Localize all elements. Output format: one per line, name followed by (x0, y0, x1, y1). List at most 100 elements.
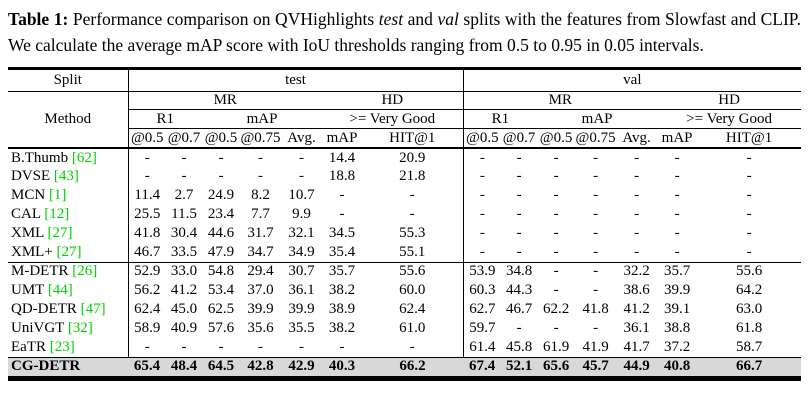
metric-value: - (202, 338, 240, 358)
metric-value: 65.6 (537, 357, 576, 381)
metric-value: - (181, 149, 187, 166)
val-col-r1-07: @0.7 (501, 128, 538, 149)
method-name: MCN [1] (8, 186, 129, 205)
metric-value: - (516, 168, 522, 184)
metric-value: - (516, 320, 522, 336)
metric-value: - (593, 149, 599, 166)
metric-value: 60.0 (362, 281, 464, 300)
metric-value: - (674, 225, 680, 241)
metric-value: 2.7 (174, 187, 194, 203)
test-col-r1-05: @0.5 (128, 128, 166, 149)
citation-link: [43] (53, 168, 79, 184)
metric-value: - (281, 338, 322, 358)
metric-value: 20.9 (362, 148, 464, 167)
metric-value: - (553, 168, 559, 184)
metric-value: - (697, 243, 802, 263)
citation-link: [12] (44, 206, 70, 222)
metric-value: 38.8 (663, 320, 691, 336)
metric-value: 60.3 (469, 282, 496, 298)
metric-value: - (674, 168, 680, 184)
metric-value: - (339, 206, 345, 222)
metric-value: 34.7 (240, 243, 281, 263)
metric-value: - (674, 206, 680, 222)
val-col-r1-05: @0.5 (463, 128, 502, 149)
metric-value: - (553, 225, 559, 241)
metric-value: - (516, 206, 522, 222)
metric-value: 40.3 (322, 357, 362, 381)
metric-value: 30.4 (170, 225, 198, 241)
metric-value: - (674, 187, 680, 203)
method-name: QD-DETR [47] (8, 300, 129, 319)
citation-link: [1] (48, 187, 67, 203)
metric-value: 54.8 (207, 263, 235, 280)
metric-value: - (575, 243, 617, 263)
metric-value: - (479, 187, 485, 203)
val-mr-header: MR (463, 91, 658, 110)
metric-value: - (593, 206, 599, 222)
metric-value: - (553, 282, 559, 298)
metric-value: - (501, 243, 538, 263)
metric-value: 66.7 (697, 357, 802, 381)
metric-value: - (593, 168, 599, 184)
metric-value: - (479, 225, 485, 241)
metric-value: 40.8 (657, 357, 698, 381)
metric-value: 34.9 (281, 243, 322, 263)
metric-value: 9.9 (292, 206, 311, 222)
metric-value: 38.9 (328, 301, 356, 317)
metric-value: - (553, 320, 559, 336)
table-row: CAL [12] 25.5 11.5 23.4 7.7 9.9- - - - - - - - - (8, 205, 801, 224)
method-name: UniVGT [32] (8, 319, 129, 338)
metric-value: 24.9 (207, 187, 235, 203)
metric-value: 53.9 (469, 263, 496, 280)
metric-value: 25.5 (134, 206, 161, 222)
metric-value: 63.0 (735, 301, 763, 317)
metric-value: - (593, 225, 599, 241)
split-header-label: Split (8, 67, 129, 92)
metric-value: 41.2 (170, 282, 198, 298)
metric-value: - (516, 149, 522, 166)
metric-value: 38.2 (328, 282, 356, 298)
metric-value: - (634, 187, 640, 203)
metric-value: - (362, 186, 464, 205)
method-name: CAL [12] (8, 205, 129, 224)
test-col-hd-map: mAP (322, 128, 362, 149)
metric-value: 67.4 (463, 357, 502, 381)
test-col-map-05: @0.5 (202, 128, 240, 149)
table-row: EaTR [23] - - - - - - -61.4 45.8 61.9 41.9 41.7 37.2… (8, 338, 802, 358)
val-col-hd-map: mAP (657, 128, 698, 149)
citation-link: [47] (80, 301, 106, 317)
metric-value: - (362, 205, 464, 224)
val-col-map-075: @0.75 (575, 128, 617, 149)
metric-value: - (746, 168, 752, 184)
metric-value: - (553, 187, 559, 203)
metric-value: 41.7 (616, 338, 658, 358)
val-col-map-avg: Avg. (616, 128, 658, 149)
metric-value: 62.4 (362, 300, 464, 319)
metric-value: - (746, 206, 752, 222)
metric-value: - (258, 149, 263, 166)
metric-value: 56.2 (134, 282, 161, 298)
metric-value: 35.5 (288, 320, 315, 336)
metric-value: 41.9 (575, 338, 617, 358)
metric-value: 29.4 (247, 263, 274, 280)
table-row: XML [27] 41.8 30.4 44.6 31.7 32.1 34.5 55.3- - - -… (8, 224, 801, 243)
metric-value: - (634, 206, 640, 222)
method-header-label: Method (8, 91, 129, 149)
metric-value: 52.1 (501, 357, 538, 381)
test-mr-header: MR (128, 91, 322, 110)
metric-value: 66.2 (362, 357, 464, 381)
metric-value: - (128, 338, 166, 358)
method-name: M-DETR [26] (8, 262, 129, 281)
metric-value: - (322, 338, 362, 358)
metric-value: 37.2 (657, 338, 698, 358)
metric-value: - (144, 149, 150, 166)
table-row: UMT [44] 56.2 41.2 53.4 37.0 36.1 38.2 60.0 60.3… (8, 281, 801, 300)
caption-text-2: and (403, 9, 438, 29)
metric-value: - (166, 338, 202, 358)
metric-value: - (339, 187, 345, 203)
table-row: XML+ [27] 46.7 33.5 47.9 34.7 34.9 35.4 55.1- - -… (8, 243, 802, 263)
metric-value: 41.8 (582, 301, 609, 317)
table-row: DVSE [43] - - - - -18.8 21.8- - - - - - - (8, 167, 801, 186)
metric-value: 35.6 (247, 320, 274, 336)
metric-value: 45.8 (501, 338, 538, 358)
